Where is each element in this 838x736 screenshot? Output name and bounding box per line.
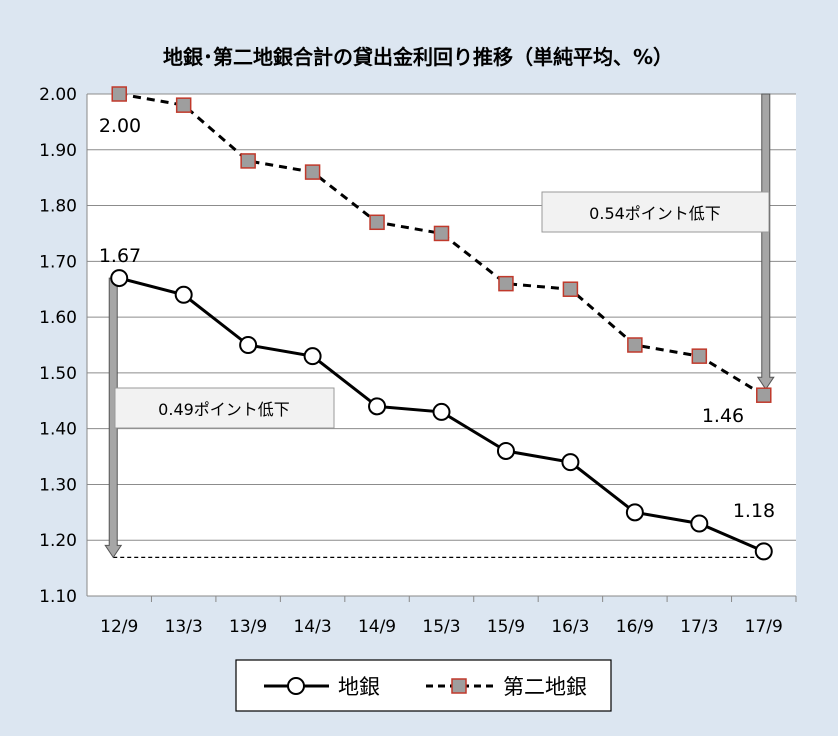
chigin-drop-arrow: [104, 277, 123, 559]
data-point-chigin: [496, 441, 515, 460]
y-tick-label: 1.30: [39, 475, 77, 495]
legend-chigin-label: 地銀: [338, 675, 380, 699]
y-tick-label: 1.10: [39, 587, 77, 607]
chigin-drop-box: [114, 387, 335, 429]
chigin-drop-annotation: 0.49ポイント低下: [158, 400, 290, 419]
x-tick-label: 14/9: [358, 617, 396, 637]
data-point-chigin: [625, 503, 644, 522]
x-tick-label: 15/9: [487, 617, 525, 637]
dai2-start-label: 2.00: [99, 115, 141, 137]
data-point-dai2: [369, 214, 385, 231]
y-tick-label: 2.00: [39, 85, 77, 105]
chigin-start-label: 1.67: [99, 245, 141, 267]
legend-dai2-marker: [451, 678, 467, 694]
data-point-dai2: [175, 97, 192, 113]
y-tick-label: 1.70: [39, 252, 77, 272]
drop-arrow-shape: [756, 93, 775, 391]
x-axis-ticks: 12/9 13/3 13/9 14/3 14/9 15/3 15/9 16/3 16/9 17/3…: [100, 596, 797, 637]
data-point-chigin: [303, 347, 322, 366]
data-point-chigin: [690, 514, 709, 533]
x-tick-label: 13/3: [165, 617, 203, 637]
y-tick-label: 1.50: [39, 364, 77, 384]
x-tick-label: 16/3: [551, 617, 589, 637]
series-markers: [110, 86, 773, 561]
data-point-chigin: [110, 269, 129, 288]
data-point-chigin: [174, 285, 193, 304]
y-axis-ticks: 1.10 1.20 1.30 1.40 1.50 1.60 1.70 1.80 1.90 2.00: [39, 85, 77, 607]
x-tick-label: 17/3: [680, 617, 718, 637]
data-point-chigin: [239, 336, 258, 354]
y-tick-label: 1.80: [39, 197, 77, 217]
drop-arrow-shape: [104, 277, 123, 559]
dai2-drop-box: [541, 191, 770, 233]
data-point-dai2: [627, 337, 643, 353]
y-tick-label: 1.20: [39, 531, 77, 551]
data-point-chigin: [368, 397, 387, 416]
plot-area: [87, 94, 796, 596]
data-point-chigin: [561, 453, 580, 472]
y-tick-label: 1.60: [39, 308, 77, 328]
x-tick-label: 16/9: [616, 617, 654, 637]
data-point-dai2: [691, 348, 708, 364]
chart-title: 地銀･第二地銀合計の貸出金利回り推移（単純平均、%）: [163, 45, 673, 69]
line-chart: 地銀･第二地銀合計の貸出金利回り推移（単純平均、%） 1.101.201.301…: [6, 6, 830, 728]
chart-frame: 地銀･第二地銀合計の貸出金利回り推移（単純平均、%） 1.10 1.20 1.30 1…: [6, 6, 830, 728]
data-point-dai2: [433, 225, 450, 242]
data-point-chigin: [432, 402, 451, 421]
dai2-drop-arrow: [756, 93, 775, 391]
y-tick-label: 1.40: [39, 420, 77, 440]
x-tick-label: 13/9: [229, 617, 267, 637]
data-point-dai2: [498, 275, 514, 292]
data-point-chigin: [754, 542, 773, 561]
dai2-end-label: 1.46: [702, 405, 744, 427]
dai2-drop-annotation: 0.54ポイント低下: [589, 204, 721, 223]
x-tick-label: 14/3: [293, 617, 331, 637]
data-point-dai2: [111, 86, 127, 102]
data-point-dai2: [240, 153, 256, 169]
series-line-dai2: [118, 92, 765, 397]
x-tick-label: 15/3: [422, 617, 460, 637]
legend-chigin-marker: [287, 677, 305, 695]
data-point-dai2: [756, 387, 772, 403]
data-point-dai2: [304, 164, 321, 180]
y-tick-label: 1.90: [39, 141, 77, 161]
legend-dai2-label: 第二地銀: [503, 675, 587, 699]
chigin-end-label: 1.18: [733, 500, 775, 522]
x-tick-label: 17/9: [745, 617, 783, 637]
data-point-dai2: [562, 281, 579, 297]
x-tick-label: 12/9: [100, 617, 138, 637]
